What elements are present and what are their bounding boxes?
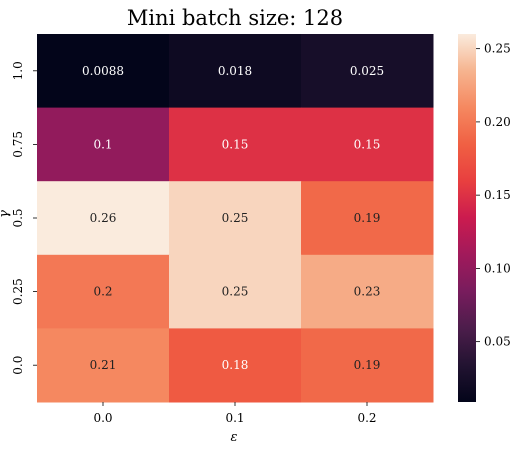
colorbar-ticks: 0.05 0.10 0.15 0.20 0.25 (476, 42, 511, 349)
heatmap-cell (169, 181, 302, 256)
heatmap-cell-label: 0.23 (354, 285, 381, 299)
heatmap-cell-label: 0.1 (93, 137, 112, 151)
heatmap-cell (37, 181, 170, 256)
colorbar-tick-label: 0.20 (484, 115, 511, 129)
colorbar-tick-label: 0.25 (484, 42, 511, 56)
heatmap-cell-label: 0.15 (222, 137, 249, 151)
heatmap-cell-label: 0.15 (354, 137, 381, 151)
heatmap-cell-label: 0.25 (222, 211, 249, 225)
heatmap-cell (301, 254, 434, 329)
heatmap-cell (169, 107, 302, 182)
y-axis-ticks: 1.0 0.75 0.5 0.25 0.0 (11, 61, 37, 375)
heatmap-cell (37, 34, 170, 109)
y-tick-label: 0.5 (11, 208, 25, 227)
colorbar-tick-label: 0.15 (484, 188, 511, 202)
y-tick-label: 0.0 (11, 356, 25, 375)
heatmap-cell (301, 107, 434, 182)
heatmap-cell (301, 34, 434, 109)
heatmap-cell-label: 0.25 (222, 285, 249, 299)
heatmap-cells (37, 34, 434, 403)
chart-title: Mini batch size: 128 (127, 6, 343, 30)
heatmap-cell (169, 254, 302, 329)
x-axis-ticks: 0.0 0.1 0.2 (93, 402, 377, 425)
heatmap-cell-label: 0.0088 (82, 64, 124, 78)
x-tick-label: 0.1 (225, 411, 244, 425)
heatmap-cell (301, 181, 434, 256)
heatmap-cell-labels: 0.0088 0.018 0.025 0.1 0.15 0.15 0.26 0.25 0.19 0… (82, 64, 384, 372)
heatmap-cell (37, 328, 170, 403)
colorbar-tick-label: 0.10 (484, 261, 511, 275)
heatmap-cell (37, 254, 170, 329)
y-tick-label: 0.25 (11, 278, 25, 305)
heatmap-cell (169, 34, 302, 109)
y-axis-label: γ (0, 210, 12, 218)
heatmap-cell-label: 0.21 (90, 358, 117, 372)
colorbar-tick-label: 0.05 (484, 335, 511, 349)
heatmap-cell-label: 0.2 (93, 285, 112, 299)
x-tick-label: 0.0 (93, 411, 112, 425)
heatmap-cell-label: 0.18 (222, 358, 249, 372)
heatmap-cell (301, 328, 434, 403)
x-tick-label: 0.2 (357, 411, 376, 425)
heatmap-cell-label: 0.018 (218, 64, 252, 78)
heatmap-cell (169, 328, 302, 403)
colorbar (458, 34, 476, 402)
heatmap-cell-label: 0.025 (350, 64, 384, 78)
heatmap-cell-label: 0.19 (354, 211, 381, 225)
heatmap-cell-label: 0.26 (90, 211, 117, 225)
heatmap-cell-label: 0.19 (354, 358, 381, 372)
y-tick-label: 0.75 (11, 131, 25, 158)
heatmap-cell (37, 107, 170, 182)
x-axis-label: ε (231, 430, 238, 445)
y-tick-label: 1.0 (11, 61, 25, 80)
